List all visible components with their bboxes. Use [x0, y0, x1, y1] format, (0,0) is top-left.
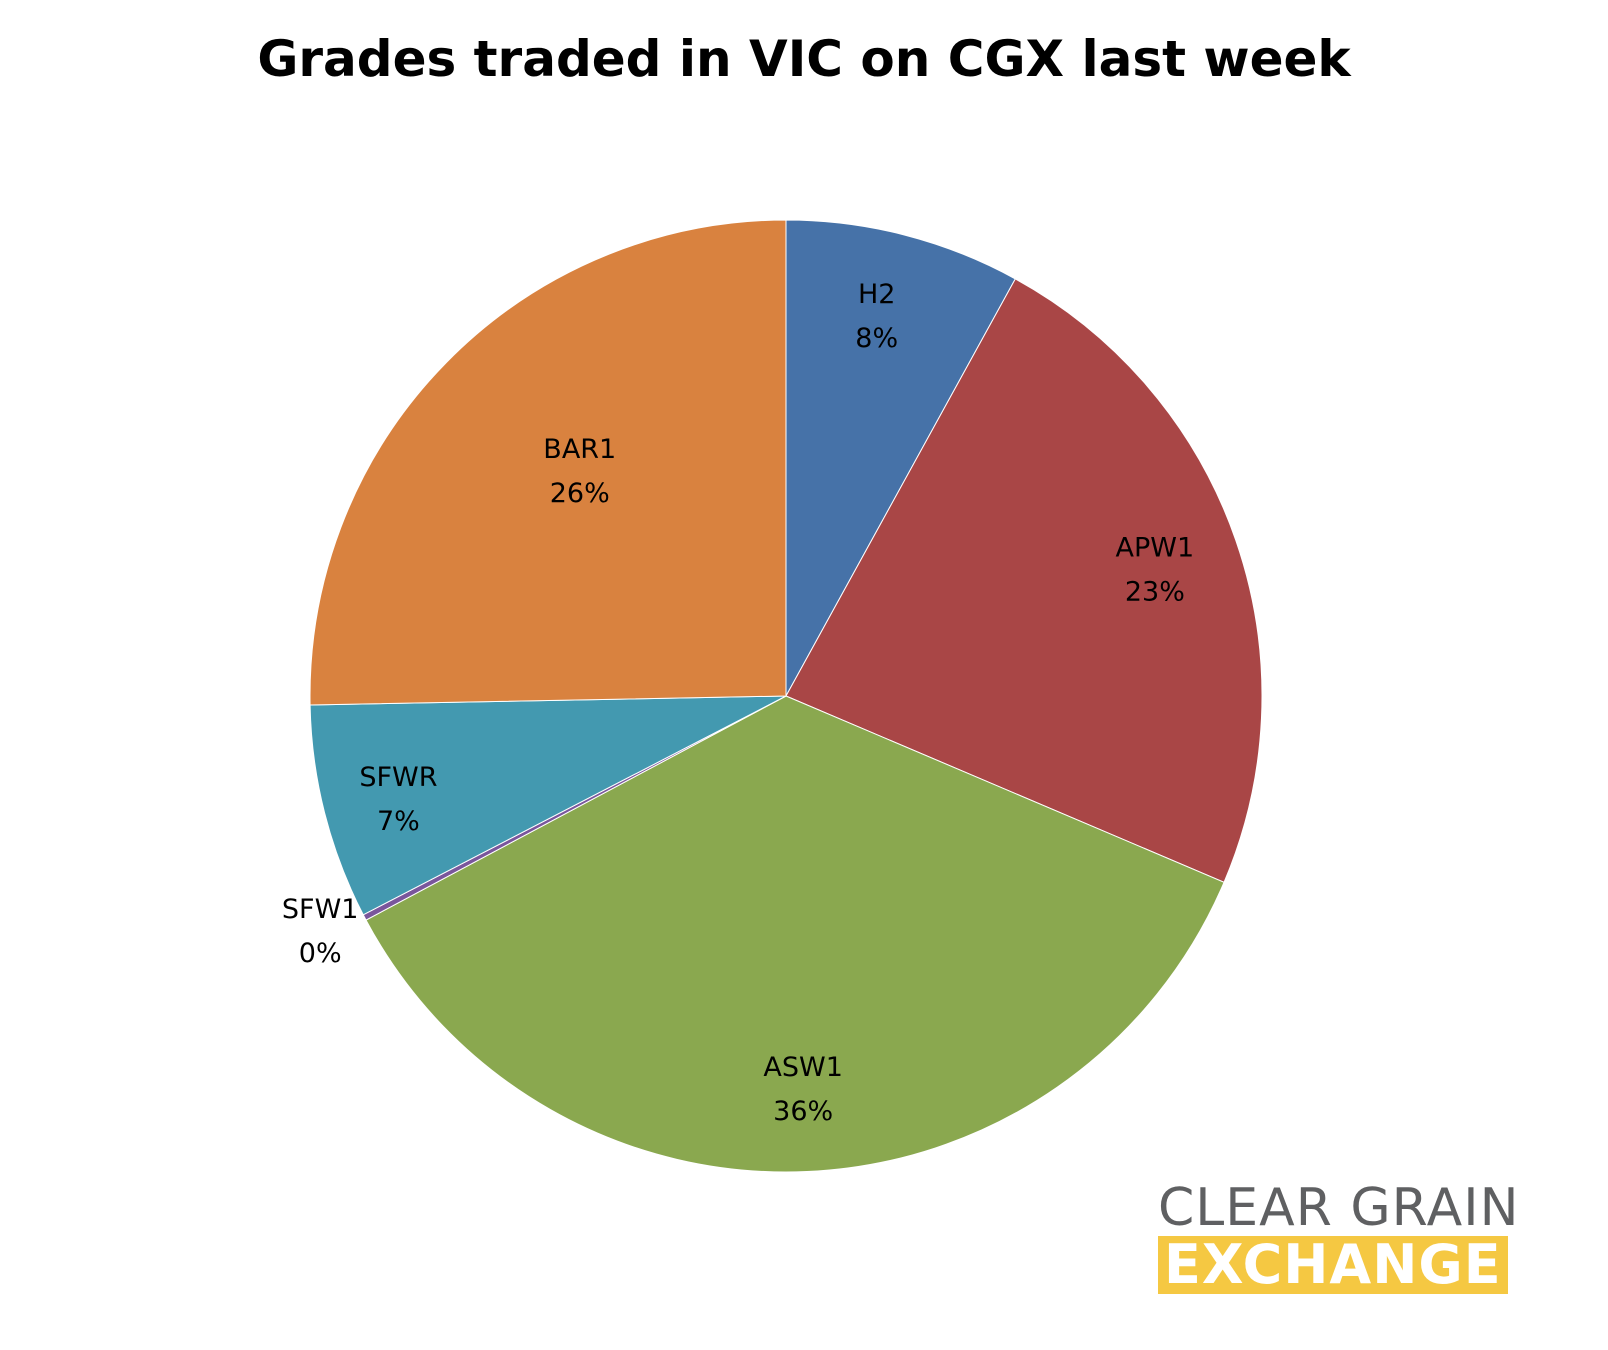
- slice-label-name-bar1: BAR1: [543, 434, 616, 465]
- slice-label-percent-sfw1: 0%: [299, 938, 342, 969]
- slice-label-percent-h2: 8%: [855, 323, 898, 354]
- slice-label-name-h2: H2: [858, 279, 895, 310]
- slice-label-name-sfw1: SFW1: [282, 894, 359, 925]
- clear-grain-exchange-logo: CLEAR GRAIN EXCHANGE: [1158, 1180, 1548, 1294]
- pie-labels: H2 8% APW1 23% ASW1 36% SFW1 0% SFWR 7% BAR1 26%: [282, 279, 1194, 1127]
- pie-slice-sfwr: [309, 695, 787, 916]
- pie-slice-bar1: [309, 219, 787, 706]
- slice-label-name-apw1: APW1: [1116, 532, 1195, 563]
- logo-line-1: CLEAR GRAIN: [1158, 1178, 1520, 1238]
- slice-label-percent-apw1: 23%: [1125, 576, 1185, 607]
- pie-slice-asw1: [365, 695, 1225, 1173]
- slice-label-name-asw1: ASW1: [763, 1052, 842, 1083]
- pie-slice-h2: [785, 219, 1016, 697]
- slice-label-percent-bar1: 26%: [550, 478, 610, 509]
- slice-label-percent-asw1: 36%: [773, 1096, 833, 1127]
- pie-slices: [309, 219, 1263, 1173]
- slice-label-name-sfwr: SFWR: [359, 762, 437, 793]
- logo-line-2: EXCHANGE: [1158, 1236, 1508, 1294]
- pie-slice-apw1: [785, 278, 1263, 883]
- slice-label-percent-sfwr: 7%: [377, 806, 420, 837]
- chart-title: Grades traded in VIC on CGX last week: [257, 30, 1351, 88]
